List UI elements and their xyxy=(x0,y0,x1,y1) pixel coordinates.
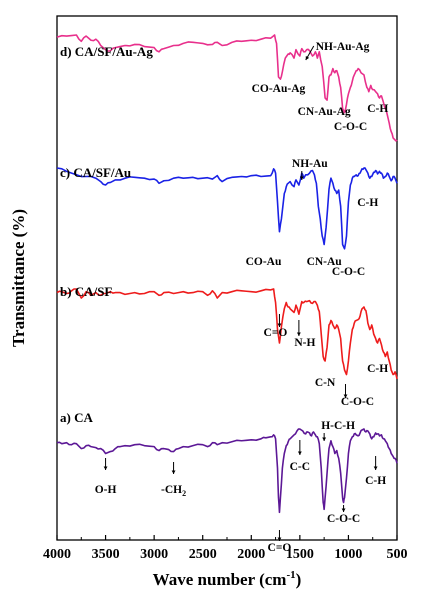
x-tick-label-7: 500 xyxy=(387,547,408,562)
band-label-16: -CH2 xyxy=(161,484,186,498)
series-labels: d) CA/SF/Au-Ag c) CA/SF/Au b) CA/SF a) CA xyxy=(60,44,153,425)
band-label-6: CO-Au xyxy=(246,256,282,268)
band-arrowhead-10 xyxy=(277,323,282,327)
band-arrowhead-19 xyxy=(277,537,282,541)
x-axis: 4000 3500 3000 2500 2000 1500 1000 500 xyxy=(43,535,408,562)
x-tick-label-5: 1500 xyxy=(286,547,314,562)
series-traces xyxy=(56,34,398,514)
band-arrowhead-0 xyxy=(305,56,310,60)
y-axis-title: Transmittance (%) xyxy=(9,209,28,347)
band-annotations: NH-Au-AgCO-Au-AgCN-Au-AgC-O-CC-HNH-AuCO-… xyxy=(95,41,389,554)
band-arrowhead-5 xyxy=(299,176,304,180)
band-label-10: C=O xyxy=(264,327,288,339)
series-label-0: d) CA/SF/Au-Ag xyxy=(60,44,153,59)
band-label-4: C-H xyxy=(367,103,388,115)
x-axis-title-end: ) xyxy=(296,570,302,589)
band-label-8: C-O-C xyxy=(332,266,365,278)
series-label-2: b) CA/SF xyxy=(60,284,112,299)
x-tick-label-0: 4000 xyxy=(43,547,71,562)
band-label-sub-16: 2 xyxy=(182,489,186,498)
band-arrowhead-11 xyxy=(296,332,301,336)
series-line-2 xyxy=(56,288,398,380)
x-tick-label-6: 1000 xyxy=(334,547,362,562)
band-label-12: C-N xyxy=(315,377,336,389)
band-arrowhead-17 xyxy=(297,451,302,455)
band-label-9: C-H xyxy=(357,197,378,209)
band-label-19: C=O xyxy=(268,542,292,554)
band-arrowhead-15 xyxy=(103,466,108,470)
x-tick-label-1: 3500 xyxy=(92,547,120,562)
band-label-0: NH-Au-Ag xyxy=(316,41,370,53)
band-label-15: O-H xyxy=(95,484,117,496)
band-label-18: H-C-H xyxy=(321,420,355,432)
band-label-3: C-O-C xyxy=(334,121,367,133)
series-line-3 xyxy=(56,428,398,514)
band-label-5: NH-Au xyxy=(292,158,328,170)
band-arrowhead-20 xyxy=(341,508,346,512)
series-label-3: a) CA xyxy=(60,410,93,425)
band-label-2: CN-Au-Ag xyxy=(298,106,351,118)
series-line-0 xyxy=(56,34,398,142)
x-tick-label-4: 2000 xyxy=(237,547,265,562)
plot-frame xyxy=(56,15,398,541)
x-axis-title: Wave number (cm-1) xyxy=(153,569,302,589)
band-arrowhead-13 xyxy=(343,394,348,398)
band-label-11: N-H xyxy=(294,337,315,349)
band-label-21: C-H xyxy=(365,475,386,487)
series-line-1 xyxy=(56,167,398,250)
band-label-20: C-O-C xyxy=(327,513,360,525)
x-tick-label-2: 3000 xyxy=(140,547,168,562)
band-label-13: C-O-C xyxy=(341,396,374,408)
band-label-17: C-C xyxy=(290,461,310,473)
series-label-1: c) CA/SF/Au xyxy=(60,165,131,180)
band-label-14: C-H xyxy=(367,363,388,375)
x-tick-label-3: 2500 xyxy=(189,547,217,562)
band-arrowhead-16 xyxy=(171,470,176,474)
x-axis-title-sup: -1 xyxy=(286,569,295,581)
x-axis-title-main: Wave number (cm xyxy=(153,570,287,589)
band-label-7: CN-Au xyxy=(307,256,343,268)
band-label-1: CO-Au-Ag xyxy=(252,83,306,95)
band-arrowhead-18 xyxy=(322,437,327,441)
band-arrowhead-21 xyxy=(373,466,378,470)
